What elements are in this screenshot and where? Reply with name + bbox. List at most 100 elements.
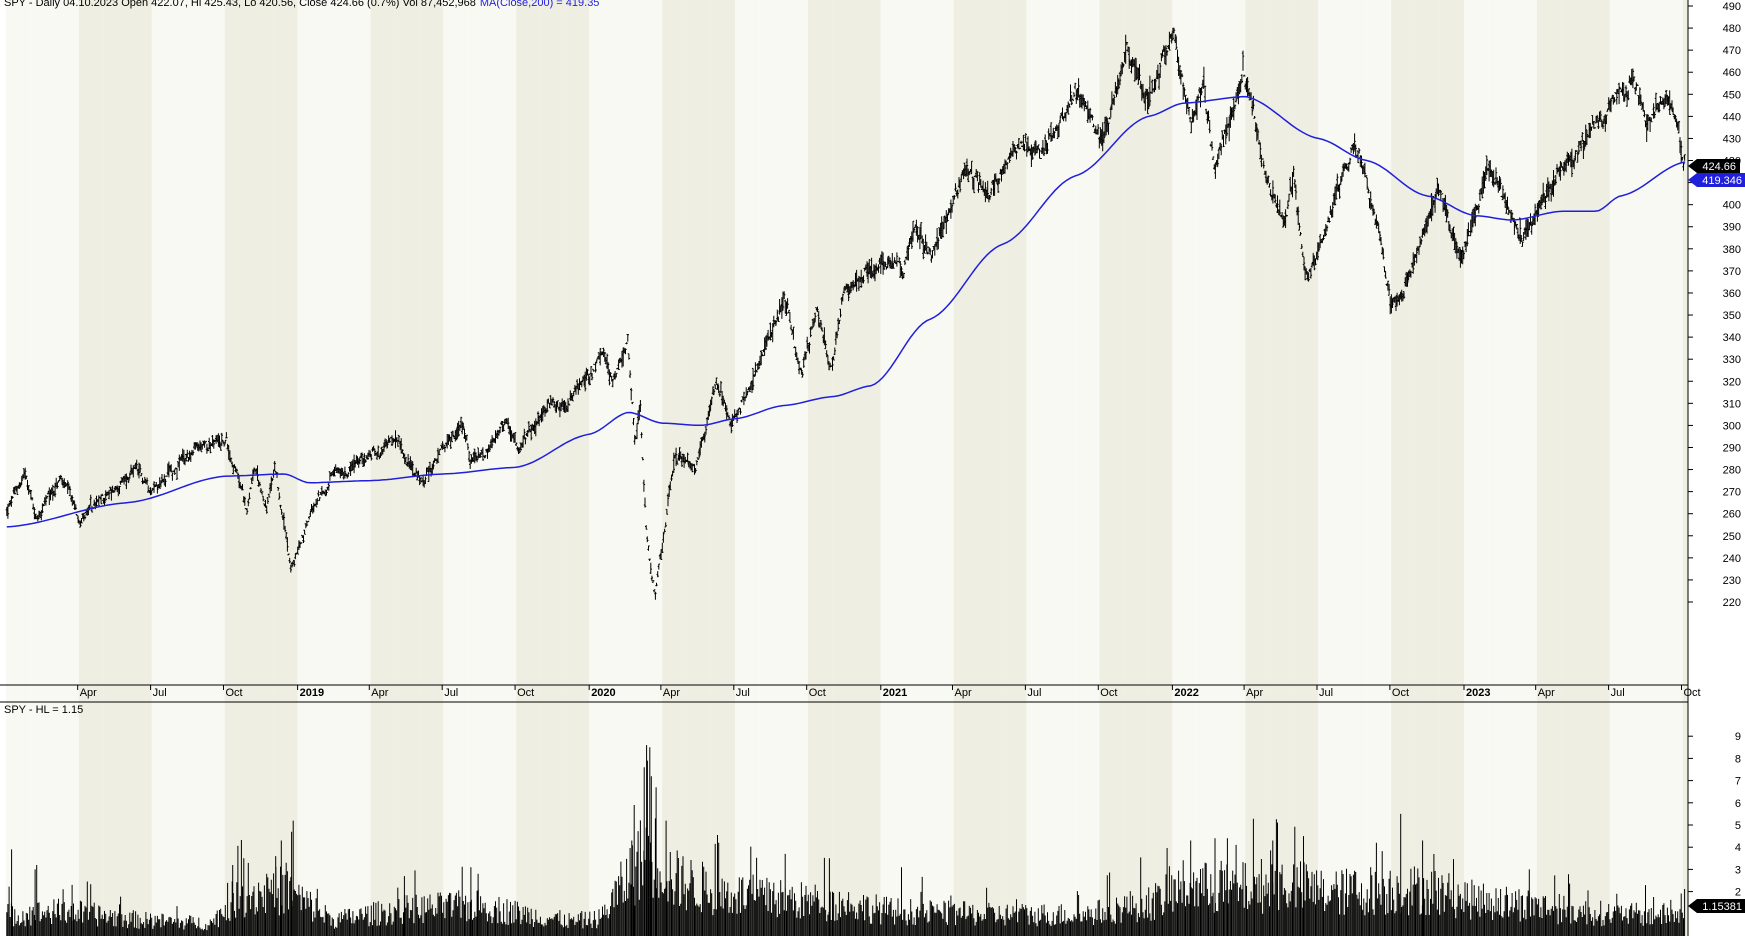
month-band (1512, 0, 1537, 936)
month-band (710, 0, 735, 936)
x-tick-label: Jul (1611, 687, 1625, 699)
month-band (929, 0, 954, 936)
chart-title: SPY - Daily 04.10.2023 Open 422.07, Hi 4… (4, 0, 476, 9)
price-y-tick-label: 330 (1723, 354, 1741, 366)
hl-y-tick-label: 8 (1735, 753, 1741, 765)
x-tick-label: 2019 (300, 687, 324, 699)
price-y-tick-label: 360 (1723, 288, 1741, 300)
x-tick-label: Apr (80, 687, 97, 699)
price-y-tick-label: 310 (1723, 398, 1741, 410)
x-tick-label: Jul (736, 687, 750, 699)
x-tick-label: Oct (1392, 687, 1409, 699)
month-band (103, 0, 128, 936)
x-tick-label: 2022 (1174, 687, 1198, 699)
x-ticks: Apr Jul Oct 2019 Apr Jul Oct 2020 Apr Jul Oct 2021 A… (77, 685, 1701, 699)
hl-bars (6, 745, 1686, 936)
month-band (905, 0, 930, 936)
month-band (613, 0, 638, 936)
price-y-tick-label: 470 (1723, 45, 1741, 57)
month-band (1609, 0, 1635, 936)
ma-line (6, 95, 1686, 528)
month-band (735, 0, 760, 936)
x-tick-label: Apr (663, 687, 680, 699)
month-band (783, 0, 808, 936)
hl-y-tick-label: 6 (1735, 798, 1741, 810)
hl-y-tick-label: 5 (1735, 820, 1741, 832)
price-pane (5, 27, 1686, 600)
price-y-tick-label: 240 (1723, 553, 1741, 565)
price-y-tick-label: 270 (1723, 487, 1741, 499)
month-band (176, 0, 201, 936)
price-y-tick-label: 430 (1723, 133, 1741, 145)
x-tick-label: 2020 (591, 687, 615, 699)
month-band (1172, 0, 1197, 936)
month-band (1682, 0, 1688, 936)
month-band (1439, 0, 1464, 936)
month-band (1050, 0, 1076, 936)
month-band (249, 0, 274, 936)
month-band (1075, 0, 1100, 936)
month-band (200, 0, 225, 936)
price-y-tick-label: 380 (1723, 244, 1741, 256)
month-band (1148, 0, 1173, 936)
month-band (370, 0, 395, 936)
price-y-tick-label: 220 (1723, 597, 1741, 609)
x-tick-label: Jul (444, 687, 458, 699)
month-band (1123, 0, 1149, 936)
month-band (564, 0, 590, 936)
price-y-tick-label: 350 (1723, 310, 1741, 322)
month-band (394, 0, 420, 936)
month-band (1536, 0, 1562, 936)
x-tick-label: 2023 (1466, 687, 1490, 699)
x-tick-label: Jul (153, 687, 167, 699)
last-hl-value: 1.15381 (1702, 901, 1742, 913)
month-band (1634, 0, 1659, 936)
x-tick-label: Jul (1319, 687, 1333, 699)
month-band (30, 0, 55, 936)
month-bands (6, 0, 1688, 936)
month-band (1366, 0, 1392, 936)
month-band (1464, 0, 1489, 936)
month-band (832, 0, 857, 936)
price-y-tick-label: 280 (1723, 465, 1741, 477)
price-y-tick-label: 480 (1723, 23, 1741, 35)
hl-y-ticks: 2 3 4 5 6 7 8 9 (1688, 731, 1741, 899)
hl-pane (6, 745, 1686, 936)
x-tick-label: Oct (809, 687, 826, 699)
month-band (1293, 0, 1319, 936)
month-band (273, 0, 298, 936)
x-tick-label: Oct (1684, 687, 1701, 699)
month-band (1026, 0, 1051, 936)
hl-y-tick-label: 4 (1735, 842, 1741, 854)
x-tick-label: Jul (1027, 687, 1041, 699)
month-band (540, 0, 565, 936)
x-tick-label: Apr (1246, 687, 1263, 699)
x-tick-label: Apr (1538, 687, 1555, 699)
month-band (1415, 0, 1440, 936)
price-y-ticks: 220 230 240 250 260 270 280 290 300 310 320 330 340 3… (1688, 1, 1741, 609)
x-tick-label: Oct (1100, 687, 1117, 699)
last-ma-label: 419.346 (1688, 173, 1745, 187)
price-y-tick-label: 460 (1723, 67, 1741, 79)
month-band (1658, 0, 1683, 936)
hl-y-tick-label: 2 (1735, 887, 1741, 899)
last-close-value: 424.66 (1702, 161, 1736, 173)
month-band (1002, 0, 1027, 936)
x-tick-label: Oct (517, 687, 534, 699)
last-ma-value: 419.346 (1702, 175, 1742, 187)
hl-y-tick-label: 9 (1735, 731, 1741, 743)
month-band (78, 0, 104, 936)
month-band (1391, 0, 1416, 936)
month-band (759, 0, 784, 936)
x-tick-label: Apr (371, 687, 388, 699)
x-tick-label: 2021 (883, 687, 907, 699)
price-y-tick-label: 290 (1723, 443, 1741, 455)
price-y-tick-label: 370 (1723, 266, 1741, 278)
month-band (1196, 0, 1221, 936)
price-y-tick-label: 450 (1723, 89, 1741, 101)
month-band (953, 0, 978, 936)
price-y-tick-label: 320 (1723, 376, 1741, 388)
month-band (467, 0, 492, 936)
